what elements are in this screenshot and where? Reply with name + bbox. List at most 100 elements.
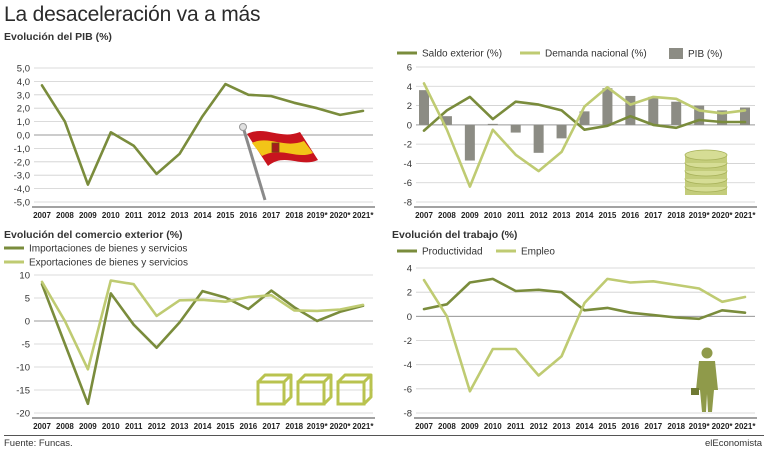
- trabajo-xtick-label: 2007: [415, 422, 433, 431]
- pib-ytick-label: -4,0: [14, 184, 30, 195]
- comercio-xtick-label: 2008: [56, 422, 74, 431]
- pib-xtick-label: 2011: [125, 211, 143, 220]
- man-head: [701, 347, 713, 359]
- trabajo-ytick-label: -6: [404, 384, 412, 395]
- pib-xtick-label: 2019*: [307, 211, 329, 220]
- box-side: [296, 373, 333, 406]
- saldo-bar: [717, 110, 728, 125]
- comercio-xtick-label: 2009: [79, 422, 97, 431]
- trabajo-ytick-label: -4: [404, 360, 412, 371]
- pib-ytick-label: 4,0: [17, 77, 30, 88]
- brand-logo-text: elEconomista: [704, 438, 762, 449]
- comercio-ytick-label: 10: [19, 271, 30, 282]
- pib-series-line-1: [40, 82, 365, 186]
- trabajo-xtick-label: 2016: [621, 422, 639, 431]
- pib-xtick-label: 2016: [239, 211, 257, 220]
- box-front: [336, 380, 366, 406]
- pib-ytick-label: 5,0: [17, 64, 30, 75]
- trabajo-xtick-label: 2010: [484, 422, 502, 431]
- trabajo-series-line-2: [422, 277, 747, 393]
- pib-xtick-label: 2013: [171, 211, 189, 220]
- trabajo-xtick-label: 2021*: [735, 422, 757, 431]
- saldo-xtick-label: 2010: [484, 211, 502, 220]
- legend-pib-swatch: [669, 48, 683, 59]
- comercio-xtick-label: 2010: [102, 422, 120, 431]
- saldo-xtick-label: 2012: [530, 211, 548, 220]
- saldo-xtick-label: 2020*: [712, 211, 734, 220]
- pib-ytick-label: 2,0: [17, 104, 30, 115]
- man-body: [696, 361, 718, 412]
- pib-xtick-label: 2008: [56, 211, 74, 220]
- saldo-bar: [625, 95, 636, 125]
- pib-chart-title: Evolución del PIB (%): [4, 31, 112, 43]
- pib-ytick-label: 1,0: [17, 117, 30, 128]
- trabajo-xtick-label: 2018: [667, 422, 685, 431]
- comercio-xtick-label: 2017: [262, 422, 280, 431]
- comercio-ytick-label: 0: [25, 317, 30, 328]
- pib-xtick-label: 2021*: [353, 211, 375, 220]
- trabajo-xtick-label: 2011: [507, 422, 525, 431]
- page-title: La desaceleración va a más: [4, 3, 261, 26]
- pib-ytick-label: -1,0: [14, 144, 30, 155]
- trabajo-xtick-label: 2014: [576, 422, 594, 431]
- saldo-xtick-label: 2013: [553, 211, 571, 220]
- footer-rule: [4, 435, 764, 436]
- saldo-bar: [694, 105, 705, 125]
- saldo-bar: [510, 124, 521, 133]
- comercio-xtick-label: 2021*: [353, 422, 375, 431]
- trabajo-series-line-1: [422, 277, 747, 321]
- pib-xtick-label: 2012: [148, 211, 166, 220]
- trabajo-chart-title: Evolución del trabajo (%): [392, 229, 518, 241]
- comercio-xtick-label: 2007: [33, 422, 51, 431]
- flag-yellow: [252, 140, 313, 156]
- saldo-xtick-label: 2008: [438, 211, 456, 220]
- legend-empleo-label: Empleo: [521, 247, 555, 258]
- saldo-xtick-label: 2009: [461, 211, 479, 220]
- saldo-ytick-label: 0: [407, 120, 412, 131]
- saldo-ytick-label: -8: [404, 198, 412, 209]
- saldo-xtick-label: 2015: [599, 211, 617, 220]
- saldo-bar: [579, 111, 590, 125]
- trabajo-xtick-label: 2020*: [712, 422, 734, 431]
- pib-xtick-label: 2010: [102, 211, 120, 220]
- pib-xtick-label: 2017: [262, 211, 280, 220]
- trabajo-xtick-label: 2019*: [689, 422, 711, 431]
- coin-top: [684, 149, 728, 161]
- saldo-bar: [602, 88, 613, 125]
- saldo-ytick-label: -6: [404, 178, 412, 189]
- saldo-bar: [671, 101, 682, 125]
- flag-coat-of-arms: [271, 142, 280, 153]
- saldo-bar: [556, 124, 567, 139]
- comercio-series-line-2: [40, 279, 365, 371]
- trabajo-xtick-label: 2013: [553, 422, 571, 431]
- pib-ytick-label: 3,0: [17, 90, 30, 101]
- saldo-bar: [648, 96, 659, 125]
- box-side: [256, 373, 293, 406]
- box-front: [296, 380, 326, 406]
- comercio-xtick-label: 2016: [239, 422, 257, 431]
- saldo-xtick-label: 2018: [667, 211, 685, 220]
- saldo-bar: [533, 124, 544, 153]
- saldo-xtick-label: 2007: [415, 211, 433, 220]
- saldo-xtick-label: 2014: [576, 211, 594, 220]
- saldo-bar: [464, 124, 475, 161]
- businessman-icon: [691, 347, 718, 412]
- flag-pole-top: [239, 123, 247, 131]
- pib-ytick-label: -3,0: [14, 171, 30, 182]
- saldo-ytick-label: -4: [404, 159, 412, 170]
- pib-ytick-label: -2,0: [14, 157, 30, 168]
- comercio-xtick-label: 2015: [217, 422, 235, 431]
- saldo-bar: [487, 123, 498, 125]
- saldo-xtick-label: 2016: [621, 211, 639, 220]
- saldo-xtick-label: 2011: [507, 211, 525, 220]
- trabajo-ytick-label: -8: [404, 409, 412, 420]
- saldo-xtick-label: 2017: [644, 211, 662, 220]
- trabajo-ytick-label: -2: [404, 336, 412, 347]
- trabajo-xtick-label: 2008: [438, 422, 456, 431]
- shipping-boxes-icon: [256, 373, 373, 406]
- comercio-xtick-label: 2020*: [330, 422, 352, 431]
- comercio-ytick-label: -5: [22, 340, 30, 351]
- comercio-ytick-label: -20: [16, 409, 30, 420]
- trabajo-xtick-label: 2009: [461, 422, 479, 431]
